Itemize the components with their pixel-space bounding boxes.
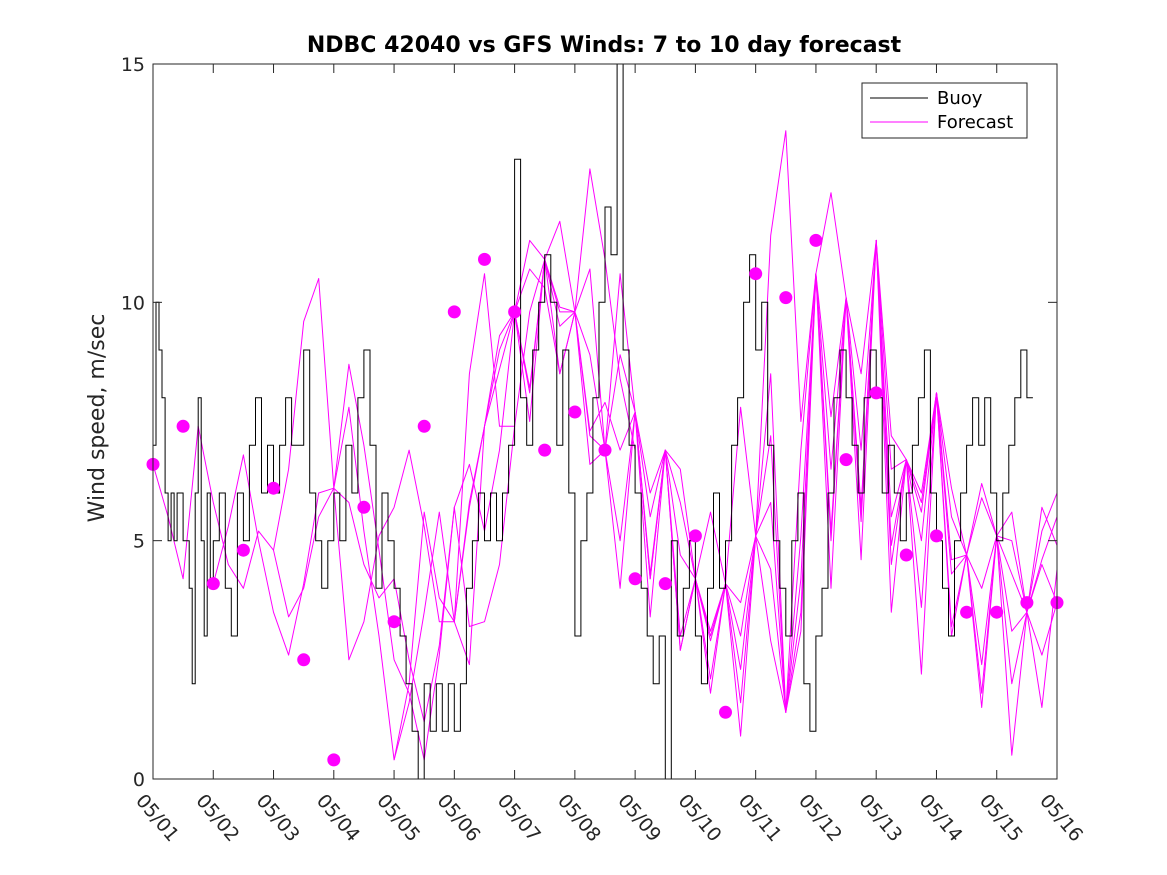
forecast-marker [688,529,702,543]
forecast-marker [176,419,190,433]
forecast-marker [749,267,763,281]
forecast-marker [869,386,883,400]
legend-box [861,82,1028,139]
chart-title: NDBC 42040 vs GFS Winds: 7 to 10 day for… [307,33,902,58]
forecast-line-15 [996,492,1058,613]
forecast-marker [478,252,491,266]
y-tick-label: 10 [121,292,145,314]
forecast-marker [1020,596,1034,610]
forecast-marker [809,233,823,247]
forecast-marker [236,543,250,557]
y-tick-label: 5 [133,531,145,553]
forecast-marker [930,529,943,543]
plot-area [146,63,1064,780]
forecast-marker [568,405,582,419]
legend-forecast-label: Forecast [937,112,1013,133]
forecast-marker [839,453,853,467]
forecast-marker [990,605,1004,619]
forecast-marker [357,500,371,514]
forecast-marker [387,615,401,629]
forecast-marker [628,572,642,586]
y-tick-label: 15 [121,54,145,76]
forecast-marker [447,305,461,319]
forecast-marker [538,443,552,457]
forecast-marker [417,419,431,433]
forecast-marker [779,291,793,305]
legend: Buoy Forecast [861,82,1028,139]
legend-buoy-label: Buoy [937,88,983,109]
forecast-marker [719,705,732,719]
forecast-marker [267,481,280,495]
forecast-marker [960,605,974,619]
forecast-marker [658,577,672,591]
forecast-marker [598,443,612,457]
axes-box [152,63,1058,780]
forecast-marker [899,548,913,562]
y-axis-label: Wind speed, m/sec [85,314,110,523]
forecast-marker [508,305,522,319]
forecast-marker [327,753,341,767]
y-tick-label: 0 [133,769,145,791]
forecast-marker [297,653,311,667]
forecast-marker [206,577,220,591]
